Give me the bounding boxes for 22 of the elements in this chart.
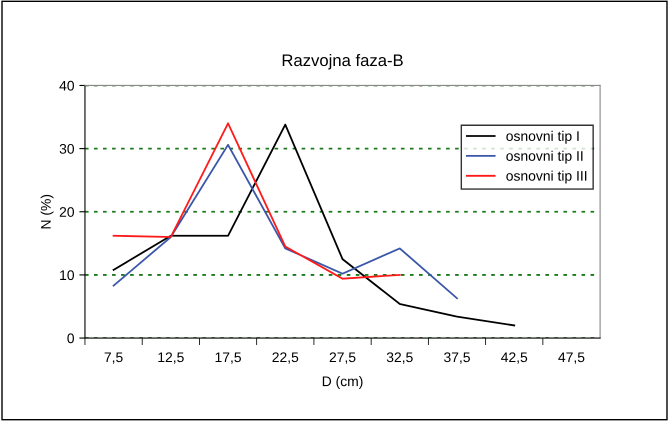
x-tick-label: 47,5 [558, 352, 584, 364]
legend-label: osnovni tip I [506, 130, 579, 144]
x-tick-label: 12,5 [158, 352, 184, 364]
x-tick-label: 37,5 [444, 352, 470, 364]
x-axis-title: D (cm) [322, 376, 362, 389]
x-tick-label: 32,5 [386, 352, 413, 364]
legend-label: osnovni tip II [506, 150, 582, 164]
y-tick-label: 10 [60, 270, 74, 280]
x-tick-label: 22,5 [272, 352, 298, 364]
y-tick-label: 30 [60, 144, 74, 154]
y-tick-label: 40 [59, 80, 74, 91]
line-series [112, 144, 458, 300]
y-axis-title: N (%) [40, 194, 54, 228]
legend-label: osnovni tip III [506, 170, 586, 184]
x-tick-label: 7,5 [104, 352, 123, 364]
line-series [112, 122, 401, 280]
chart-title: Razvojna faza-B [282, 54, 403, 70]
y-tick-label: 20 [60, 207, 74, 217]
y-tick-label: 0 [67, 333, 74, 344]
x-tick-label: 27,5 [330, 352, 356, 364]
x-tick-label: 42,5 [501, 352, 528, 364]
x-tick-label: 17,5 [216, 352, 241, 364]
